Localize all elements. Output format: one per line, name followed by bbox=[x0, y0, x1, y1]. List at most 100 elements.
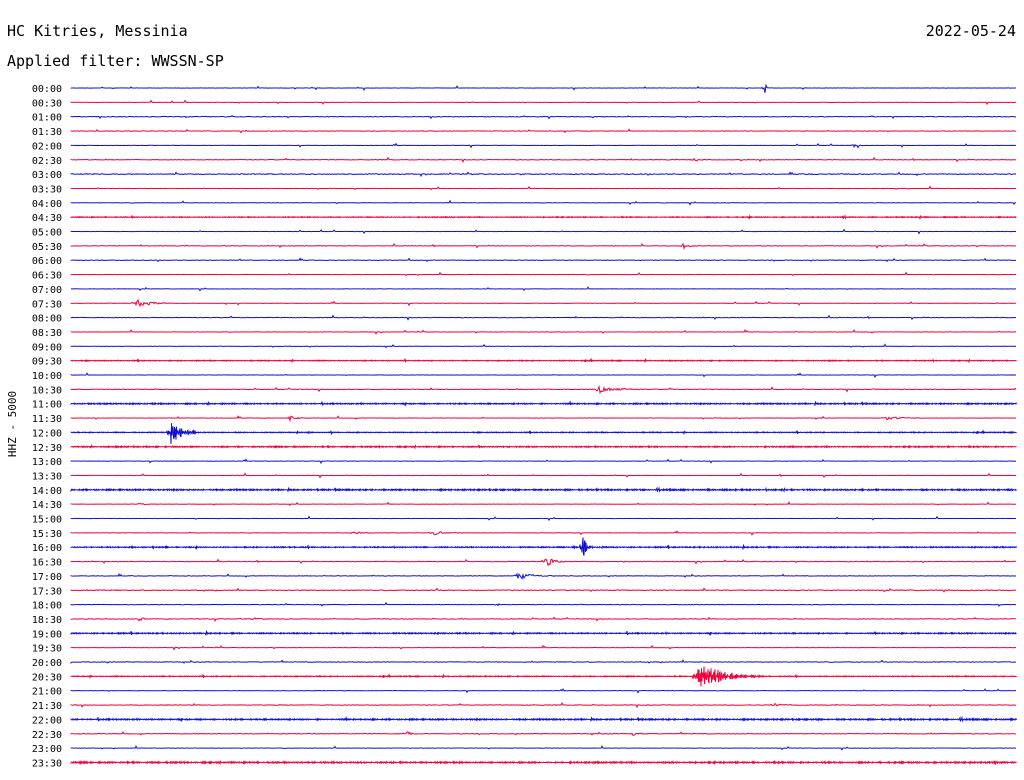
trace-line bbox=[70, 185, 1017, 191]
trace-line bbox=[70, 537, 1017, 556]
row-time-label: 21:00 bbox=[32, 687, 62, 698]
row-time-label: 09:00 bbox=[32, 342, 62, 353]
trace-line bbox=[70, 171, 1017, 178]
row-time-label: 13:00 bbox=[32, 457, 62, 468]
trace-line bbox=[70, 115, 1017, 120]
trace-line bbox=[70, 83, 1017, 93]
trace-line bbox=[70, 298, 1017, 308]
row-time-label: 02:00 bbox=[32, 141, 62, 152]
filter-label: Applied filter: WWSSN-SP bbox=[7, 52, 224, 70]
trace-line bbox=[70, 329, 1017, 335]
row-time-label: 16:30 bbox=[32, 558, 62, 569]
trace-line bbox=[70, 242, 1017, 251]
trace-line bbox=[70, 688, 1017, 694]
trace-line bbox=[70, 666, 1017, 687]
row-time-label: 02:30 bbox=[32, 156, 62, 167]
row-time-label: 20:00 bbox=[32, 658, 62, 669]
trace-line bbox=[70, 731, 1017, 737]
station-title: HC Kitries, Messinia bbox=[7, 22, 188, 40]
trace-line bbox=[70, 99, 1017, 106]
row-time-label: 17:30 bbox=[32, 586, 62, 597]
row-time-label: 09:30 bbox=[32, 357, 62, 368]
trace-line bbox=[70, 558, 1017, 567]
row-time-label: 04:30 bbox=[32, 213, 62, 224]
row-time-label: 07:00 bbox=[32, 285, 62, 296]
trace-line bbox=[70, 458, 1017, 465]
row-time-label: 01:30 bbox=[32, 127, 62, 138]
row-time-label: 05:30 bbox=[32, 242, 62, 253]
row-time-label: 05:00 bbox=[32, 228, 62, 239]
trace-line bbox=[70, 199, 1017, 206]
trace-line bbox=[70, 444, 1017, 450]
row-time-label: 00:30 bbox=[32, 98, 62, 109]
row-time-label: 18:00 bbox=[32, 601, 62, 612]
row-time-label: 06:30 bbox=[32, 271, 62, 282]
trace-line bbox=[70, 587, 1017, 593]
row-time-label: 08:30 bbox=[32, 328, 62, 339]
trace-line bbox=[70, 343, 1017, 349]
trace-line bbox=[70, 384, 1017, 395]
date-label: 2022-05-24 bbox=[926, 22, 1016, 40]
row-time-label: 16:00 bbox=[32, 543, 62, 554]
row-time-label: 15:30 bbox=[32, 529, 62, 540]
row-time-label: 11:30 bbox=[32, 414, 62, 425]
trace-line bbox=[70, 745, 1017, 751]
trace-line bbox=[70, 601, 1017, 607]
row-time-label: 03:00 bbox=[32, 170, 62, 181]
trace-line bbox=[70, 659, 1017, 664]
trace-line bbox=[70, 530, 1017, 536]
row-time-label: 23:00 bbox=[32, 744, 62, 755]
trace-line bbox=[70, 486, 1017, 494]
trace-line bbox=[70, 214, 1017, 220]
helicorder-rows: 00:00 00:30 01:00 01:30 02:00 02:30 03:00 03:30… bbox=[32, 83, 1017, 769]
row-time-label: 17:00 bbox=[32, 572, 62, 583]
trace-line bbox=[70, 616, 1016, 623]
trace-line bbox=[70, 228, 1017, 235]
trace-line bbox=[70, 400, 1017, 407]
trace-line bbox=[70, 128, 1017, 134]
trace-line bbox=[70, 314, 1017, 321]
trace-line bbox=[70, 156, 1017, 163]
row-time-label: 20:30 bbox=[32, 672, 62, 683]
row-time-label: 14:00 bbox=[32, 486, 62, 497]
row-time-label: 10:00 bbox=[32, 371, 62, 382]
row-time-label: 19:30 bbox=[32, 644, 62, 655]
row-time-label: 04:00 bbox=[32, 199, 62, 210]
trace-line bbox=[70, 423, 1017, 444]
trace-line bbox=[70, 644, 1017, 651]
trace-line bbox=[70, 759, 1017, 766]
trace-line bbox=[70, 572, 1017, 580]
row-time-label: 03:30 bbox=[32, 184, 62, 195]
row-time-label: 21:30 bbox=[32, 701, 62, 712]
trace-line bbox=[70, 357, 1017, 364]
row-time-label: 06:00 bbox=[32, 256, 62, 267]
row-time-label: 14:30 bbox=[32, 500, 62, 511]
trace-line bbox=[70, 271, 1017, 276]
row-time-label: 12:00 bbox=[32, 428, 62, 439]
row-time-label: 18:30 bbox=[32, 615, 62, 626]
trace-line bbox=[70, 701, 1017, 709]
trace-line bbox=[70, 415, 1017, 423]
row-time-label: 01:00 bbox=[32, 113, 62, 124]
row-time-label: 19:00 bbox=[32, 629, 62, 640]
trace-line bbox=[70, 257, 1017, 263]
row-time-label: 22:30 bbox=[32, 730, 62, 741]
row-time-label: 07:30 bbox=[32, 299, 62, 310]
row-time-label: 12:30 bbox=[32, 443, 62, 454]
y-axis-label: HHZ - 5000 bbox=[6, 391, 19, 457]
trace-line bbox=[70, 501, 1017, 507]
trace-line bbox=[70, 286, 1017, 292]
trace-line bbox=[70, 515, 1017, 522]
trace-line bbox=[70, 142, 1017, 149]
row-time-label: 15:00 bbox=[32, 515, 62, 526]
row-time-label: 00:00 bbox=[32, 84, 62, 95]
trace-line bbox=[70, 629, 1017, 637]
trace-line bbox=[70, 715, 1017, 723]
row-time-label: 13:30 bbox=[32, 471, 62, 482]
row-time-label: 11:00 bbox=[32, 400, 62, 411]
row-time-label: 08:00 bbox=[32, 314, 62, 325]
trace-line bbox=[70, 472, 1017, 479]
trace-line bbox=[70, 372, 1017, 379]
row-time-label: 10:30 bbox=[32, 385, 62, 396]
row-time-label: 23:30 bbox=[32, 758, 62, 769]
